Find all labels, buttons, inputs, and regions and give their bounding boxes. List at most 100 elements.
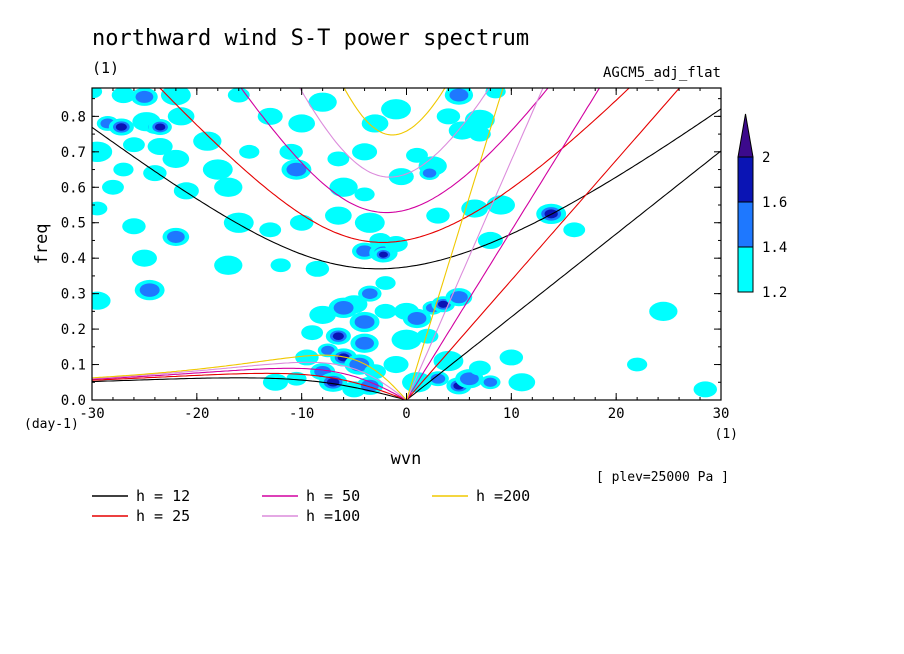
power-contour — [422, 168, 437, 178]
legend: h = 12 h = 25 h = 50 h =100 h =200 — [92, 487, 530, 525]
power-contour — [92, 201, 108, 216]
power-contour — [270, 258, 291, 273]
power-contour — [355, 336, 374, 350]
colorbar-label: 1.2 — [762, 285, 787, 301]
power-contour — [383, 356, 409, 374]
axis-ticks: -30 -20 -10 0 10 20 30 0.0 0.1 0.2 0.3 0.4 0.5 0.6 0.7… — [61, 88, 729, 422]
power-contour — [325, 206, 352, 225]
power-contour — [407, 312, 427, 325]
power-contour — [111, 88, 136, 104]
power-contour — [485, 88, 506, 99]
dispersion-curve-ig — [92, 108, 721, 270]
colorbar-label: 1.4 — [762, 240, 787, 256]
dispersion-curve-kw — [405, 88, 504, 400]
power-contour — [437, 300, 449, 308]
power-contour — [375, 276, 396, 290]
power-contour — [449, 88, 469, 102]
power-contour — [123, 137, 145, 153]
power-contour — [259, 222, 282, 238]
power-contour — [262, 373, 288, 391]
power-contour — [288, 114, 316, 133]
dispersion-curve-ig — [240, 88, 549, 214]
dispersion-curves — [92, 88, 721, 400]
colorbar-label: 2 — [762, 150, 770, 166]
power-contour — [332, 332, 344, 340]
y-tick-label: 0.0 — [61, 393, 86, 409]
colorbar-extend-arrow — [737, 113, 754, 158]
power-contour — [147, 137, 173, 156]
power-contour — [122, 218, 146, 235]
power-contour — [381, 99, 411, 120]
y-axis-unit: (day-1) — [24, 417, 79, 432]
power-contour — [361, 114, 389, 133]
power-contour — [329, 177, 358, 197]
power-contour — [384, 236, 408, 252]
power-contour — [167, 107, 195, 126]
y-tick-label: 0.1 — [61, 358, 86, 374]
power-contour — [173, 182, 199, 200]
power-contour — [483, 377, 498, 387]
y-tick-label: 0.7 — [61, 145, 86, 161]
power-contour — [406, 147, 428, 163]
dispersion-curve-er — [92, 361, 407, 400]
x-tick-label: -30 — [79, 406, 104, 422]
y-tick-label: 0.3 — [61, 287, 86, 303]
colorbar: 1.2 1.4 1.6 2 — [737, 113, 787, 301]
power-contour — [468, 126, 491, 142]
dispersion-curve-kw — [406, 88, 601, 400]
x-tick-label: 20 — [608, 406, 625, 422]
power-contour — [193, 131, 222, 151]
power-contour — [430, 373, 446, 384]
power-contour — [289, 214, 314, 231]
dispersion-curve-kw — [405, 88, 544, 400]
power-contour — [135, 90, 154, 103]
chart-subtitle: AGCM5_adj_flat — [603, 65, 721, 81]
x-tick-label: -10 — [289, 406, 314, 422]
y-tick-label: 0.5 — [61, 216, 86, 232]
power-contour — [388, 168, 414, 186]
dispersion-curve-er — [92, 367, 407, 400]
power-contour — [391, 329, 422, 350]
power-contour — [257, 107, 283, 125]
colorbar-segment-high — [737, 156, 754, 203]
dispersion-curve-ig — [343, 88, 446, 136]
colorbar-label: 1.6 — [762, 195, 787, 211]
dispersion-curve-er — [92, 354, 407, 400]
power-contour — [499, 349, 524, 366]
power-contour — [468, 360, 491, 376]
colorbar-segment-mid — [737, 201, 754, 248]
legend-label-h200: h =200 — [476, 487, 530, 505]
power-contour — [92, 141, 113, 162]
power-contour — [308, 92, 337, 112]
power-contour — [426, 207, 450, 224]
colorbar-segment-low — [737, 246, 754, 293]
power-contour — [354, 315, 375, 329]
y-tick-label: 0.2 — [61, 322, 86, 338]
power-contour — [301, 325, 324, 341]
power-contour — [649, 301, 678, 321]
power-contour — [374, 303, 397, 319]
power-contour — [143, 165, 167, 182]
title-unit: (1) — [92, 59, 119, 77]
y-axis-label: freq — [32, 224, 52, 265]
power-contour — [286, 371, 307, 386]
power-contour — [154, 123, 166, 131]
y-tick-label: 0.6 — [61, 180, 86, 196]
power-contour — [354, 187, 375, 202]
power-contour — [627, 357, 648, 372]
power-contour — [202, 159, 233, 180]
dispersion-curve-er — [92, 372, 407, 400]
power-contour — [115, 123, 127, 131]
x-tick-label: 0 — [402, 406, 410, 422]
power-contour — [239, 144, 260, 159]
dispersion-curve-er — [92, 377, 407, 400]
power-contour — [139, 283, 160, 297]
plev-annotation: [ plev=25000 Pa ] — [596, 470, 729, 485]
power-contour — [92, 88, 103, 99]
power-contour — [356, 245, 373, 257]
power-contour — [321, 345, 335, 355]
legend-label-h12: h = 12 — [136, 487, 190, 505]
power-contour — [354, 212, 385, 233]
power-contour — [378, 251, 388, 258]
